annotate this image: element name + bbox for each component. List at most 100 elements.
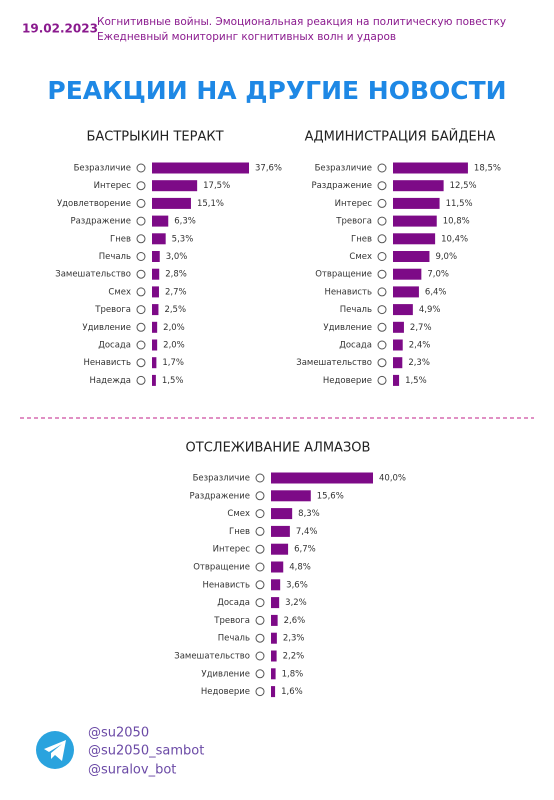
value-label: 7,4% (296, 527, 318, 537)
emoji-icon (377, 181, 387, 191)
value-label: 2,7% (410, 323, 432, 333)
value-label: 6,3% (174, 217, 196, 227)
category-label: Гнев (351, 234, 372, 244)
category-label: Ненависть (83, 358, 131, 368)
category-label: Раздражение (311, 181, 372, 191)
emoji-icon (255, 598, 265, 608)
category-label: Досада (98, 341, 131, 351)
emoji-icon (377, 252, 387, 261)
value-label: 18,5% (474, 164, 501, 174)
category-label: Удивление (323, 323, 372, 333)
value-label: 2,0% (163, 341, 185, 351)
bar (152, 321, 158, 333)
value-label: 2,2% (283, 652, 305, 662)
category-label: Печаль (340, 305, 372, 315)
bar (152, 162, 250, 174)
bar (152, 304, 159, 316)
bar (152, 233, 166, 245)
bar (152, 180, 198, 192)
category-label: Раздражение (189, 491, 250, 501)
category-label: Раздражение (70, 217, 131, 227)
category-label: Смех (227, 509, 250, 519)
bar (271, 490, 311, 502)
link[interactable]: @suralov_bot (88, 763, 176, 778)
link[interactable]: @su2050 (88, 726, 149, 741)
value-label: 3,2% (285, 598, 307, 608)
bar (393, 304, 413, 316)
chart-title: АДМИНИСТРАЦИЯ БАЙДЕНА (305, 129, 496, 145)
bar (152, 286, 159, 298)
subtitle: Когнитивные войны. Эмоциональная реакция… (97, 16, 506, 28)
emoji-icon (377, 163, 387, 173)
emoji-icon (255, 633, 265, 643)
emoji-icon (255, 669, 265, 679)
chart-title: БАСТРЫКИН ТЕРАКТ (86, 130, 223, 145)
emoji-icon (255, 526, 265, 536)
category-label: Удивление (201, 669, 250, 679)
bar (152, 197, 191, 209)
value-label: 1,5% (162, 376, 184, 386)
value-label: 10,4% (441, 234, 468, 244)
emoji-icon (136, 234, 146, 244)
category-label: Тревога (213, 616, 250, 626)
emoji-icon (377, 340, 387, 350)
category-label: Печаль (99, 252, 131, 262)
emoji-icon (136, 340, 146, 350)
value-label: 15,1% (197, 199, 224, 209)
emoji-icon (255, 491, 265, 501)
value-label: 1,7% (162, 358, 184, 368)
category-label: Безразличие (74, 164, 131, 174)
value-label: 2,7% (165, 287, 187, 297)
value-label: 2,3% (408, 358, 430, 368)
category-label: Удовлетворение (57, 199, 131, 209)
emoji-icon (377, 305, 387, 315)
bar (393, 197, 440, 209)
bar (152, 268, 160, 280)
chart-title: ОТСЛЕЖИВАНИЕ АЛМАЗОВ (186, 441, 371, 456)
category-label: Замешательство (174, 652, 250, 662)
emoji-icon (136, 252, 146, 261)
emoji-icon (136, 287, 146, 297)
bar (152, 339, 158, 351)
bar (393, 321, 404, 333)
bar (393, 339, 403, 351)
value-label: 1,6% (281, 687, 303, 697)
category-label: Интерес (94, 181, 132, 191)
emoji-icon (136, 216, 146, 226)
emoji-icon (255, 687, 265, 697)
bar (393, 251, 430, 262)
category-label: Печаль (218, 634, 250, 644)
value-label: 2,5% (164, 305, 186, 315)
value-label: 9,0% (435, 252, 457, 262)
bar (271, 543, 289, 555)
value-label: 5,3% (172, 234, 194, 244)
category-label: Недоверие (201, 687, 250, 697)
emoji-icon (255, 615, 265, 625)
bar (152, 374, 156, 386)
category-label: Удивление (82, 323, 131, 333)
emoji-icon (255, 544, 265, 554)
value-label: 6,7% (294, 545, 316, 555)
emoji-icon (255, 580, 265, 590)
category-label: Надежда (90, 376, 131, 386)
emoji-icon (377, 234, 387, 244)
category-label: Смех (108, 287, 131, 297)
value-label: 2,4% (409, 341, 431, 351)
bar (271, 668, 276, 680)
emoji-icon (136, 322, 146, 332)
emoji-icon (136, 198, 146, 208)
emoji-icon (136, 163, 146, 173)
category-label: Отвращение (315, 270, 372, 280)
category-label: Замешательство (55, 270, 131, 280)
category-label: Замешательство (296, 358, 372, 368)
bar (271, 472, 373, 484)
link[interactable]: @su2050_sambot (88, 744, 204, 759)
value-label: 8,3% (298, 509, 320, 519)
value-label: 7,0% (427, 270, 449, 280)
category-label: Гнев (110, 234, 131, 244)
bar (271, 525, 290, 537)
emoji-icon (377, 287, 387, 297)
emoji-icon (377, 322, 387, 332)
category-label: Тревога (94, 305, 131, 315)
emoji-icon (377, 358, 387, 368)
